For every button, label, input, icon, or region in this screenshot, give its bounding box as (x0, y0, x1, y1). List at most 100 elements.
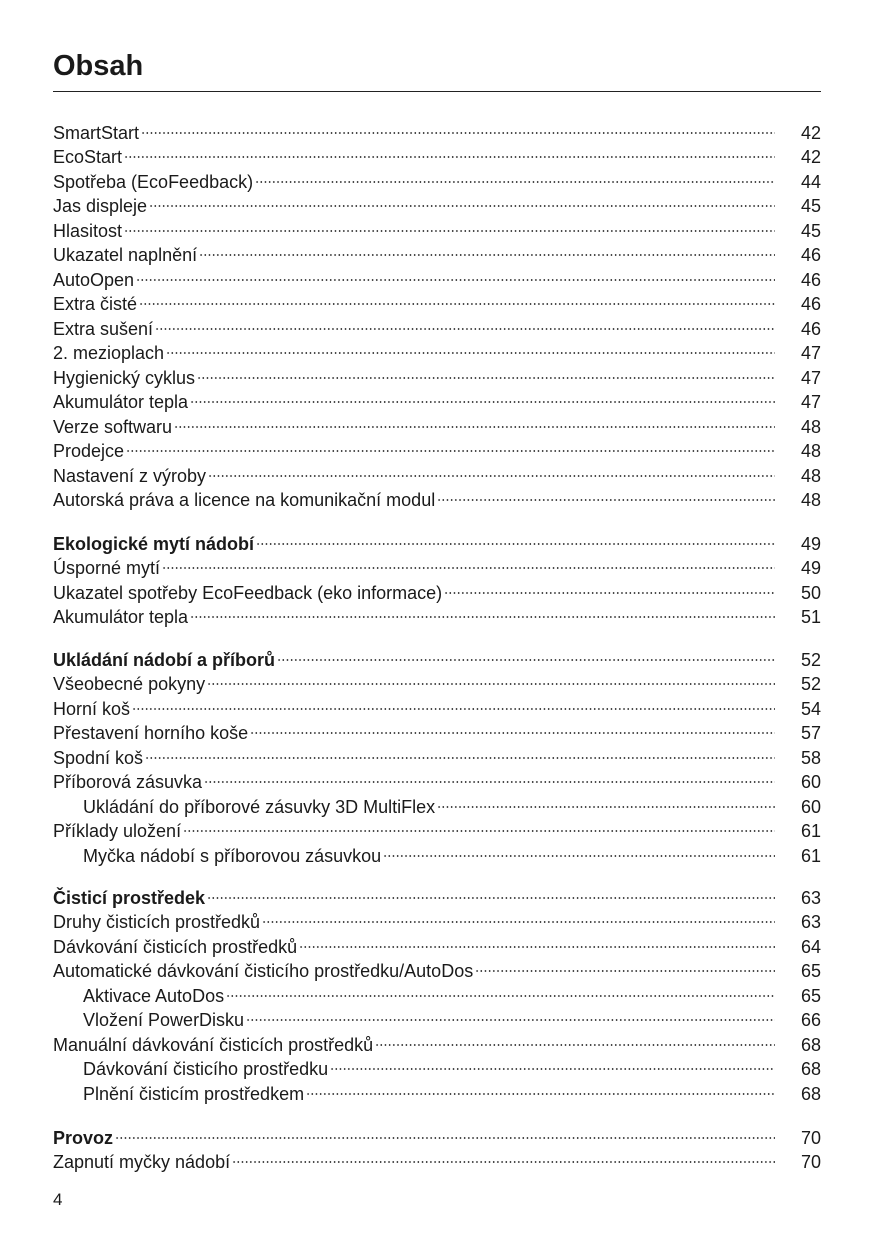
toc-entry-page: 45 (800, 220, 821, 241)
dot-leader (383, 837, 775, 862)
toc-entry-label: Nastavení z výroby (53, 465, 207, 486)
toc-entry-label: Aktivace AutoDos (83, 985, 225, 1006)
toc-entry[interactable]: EcoStart 42 (53, 139, 821, 167)
toc-entry[interactable]: Automatické dávkování čisticího prostřed… (53, 953, 821, 981)
toc-entry[interactable]: Spotřeba (EcoFeedback) 44 (53, 163, 821, 192)
toc-entry-page: 47 (800, 367, 821, 388)
toc-entry-label: Hygienický cyklus (53, 367, 196, 388)
toc-entry[interactable]: Aktivace AutoDos 65 (53, 977, 821, 1006)
dot-leader (256, 525, 775, 550)
dot-leader (208, 457, 775, 482)
toc-entry-label: Manuální dávkování čisticích prostředků (53, 1034, 374, 1055)
dot-leader (475, 953, 775, 978)
toc-entry-page: 46 (800, 318, 821, 339)
toc-entry[interactable]: Přestavení horního koše 57 (53, 715, 821, 743)
toc-entry[interactable]: Extra čisté 46 (53, 286, 821, 314)
toc-entry[interactable]: Dávkování čisticích prostředků 64 (53, 928, 821, 957)
toc-entry[interactable]: Verze softwaru 48 (53, 408, 821, 437)
toc-heading-entry[interactable]: Ukládání nádobí a příborů 52 (53, 641, 821, 670)
toc-entry-page: 49 (800, 533, 821, 554)
toc-entry-label: Spodní koš (53, 747, 144, 768)
toc-entry[interactable]: Ukazatel spotřeby EcoFeedback (eko infor… (53, 574, 821, 603)
dot-leader (199, 237, 775, 262)
toc-entry-label: EcoStart (53, 147, 123, 167)
toc-entry[interactable]: Horní koš 54 (53, 690, 821, 719)
toc-entry-page: 61 (800, 821, 821, 841)
toc-entry[interactable]: AutoOpen 46 (53, 261, 821, 290)
toc-entry-page: 48 (800, 490, 821, 510)
toc-entry-page: 48 (800, 441, 821, 461)
toc-entry-label: Jas displeje (53, 196, 148, 216)
dot-leader (141, 114, 775, 139)
toc-entry-page: 70 (800, 1127, 821, 1148)
toc-entry-label: Plnění čisticím prostředkem (83, 1083, 305, 1104)
toc-section: Ekologické mytí nádobí 49 Úsporné mytí 49 Uk… (53, 525, 821, 628)
toc-entry[interactable]: Všeobecné pokyny 52 (53, 666, 821, 694)
title-divider (53, 91, 821, 92)
dot-leader (139, 286, 775, 311)
toc-entry-page: 68 (800, 1059, 821, 1079)
toc-entry-label: Úsporné mytí (53, 558, 161, 578)
toc-entry-label: SmartStart (53, 122, 140, 143)
toc-entry[interactable]: Manuální dávkování čisticích prostředků 6… (53, 1026, 821, 1055)
toc-entry[interactable]: Příborová zásuvka 60 (53, 764, 821, 792)
dot-leader (330, 1051, 775, 1076)
dot-leader (183, 813, 775, 838)
toc-entry-label: Prodejce (53, 441, 125, 461)
dot-leader (166, 335, 775, 360)
toc-entry[interactable]: Hygienický cyklus 47 (53, 359, 821, 388)
toc-entry[interactable]: Prodejce 48 (53, 433, 821, 461)
toc-heading-entry[interactable]: Provoz 70 (53, 1119, 821, 1148)
toc-entry[interactable]: Zapnutí myčky nádobí 70 (53, 1144, 821, 1172)
dot-leader (375, 1026, 775, 1051)
dot-leader (162, 550, 775, 575)
toc-entry-label: 2. mezioplach (53, 343, 165, 363)
toc-entry[interactable]: Příklady uložení 61 (53, 813, 821, 841)
toc-entry-label: Všeobecné pokyny (53, 674, 206, 694)
dot-leader (124, 212, 775, 237)
dot-leader (174, 408, 775, 433)
toc-entry-label: Příklady uložení (53, 821, 182, 841)
dot-leader (437, 788, 775, 813)
dot-leader (306, 1075, 775, 1100)
toc-entry[interactable]: Hlasitost 45 (53, 212, 821, 241)
toc-entry-page: 50 (800, 582, 821, 603)
toc-entry[interactable]: Extra sušení 46 (53, 310, 821, 339)
toc-entry-page: 54 (800, 698, 821, 719)
toc-entry[interactable]: Myčka nádobí s příborovou zásuvkou 61 (53, 837, 821, 866)
toc-section: Čisticí prostředek 63 Druhy čisticích pros… (53, 879, 821, 1104)
toc-entry[interactable]: Úsporné mytí 49 (53, 550, 821, 578)
toc-entry-page: 60 (800, 772, 821, 792)
toc-entry-page: 46 (800, 245, 821, 265)
toc-entry-label: Extra sušení (53, 318, 154, 339)
toc-entry-page: 66 (800, 1010, 821, 1030)
toc-entry-page: 51 (800, 607, 821, 627)
toc-entry-page: 45 (800, 196, 821, 216)
dot-leader (149, 188, 775, 213)
toc-entry[interactable]: Ukládání do příborové zásuvky 3D MultiFl… (53, 788, 821, 817)
toc-entry[interactable]: Vložení PowerDisku 66 (53, 1002, 821, 1030)
toc-entry[interactable]: 2. mezioplach 47 (53, 335, 821, 363)
toc-heading-entry[interactable]: Čisticí prostředek 63 (53, 879, 821, 908)
toc-entry[interactable]: Druhy čisticích prostředků 63 (53, 904, 821, 932)
toc-entry-page: 48 (800, 465, 821, 486)
toc-entry[interactable]: Akumulátor tepla 47 (53, 384, 821, 412)
toc-entry[interactable]: Dávkování čisticího prostředku 68 (53, 1051, 821, 1079)
toc-entry-page: 44 (800, 171, 821, 192)
toc-entry[interactable]: Akumulátor tepla 51 (53, 599, 821, 627)
dot-leader (145, 739, 775, 764)
toc-entry[interactable]: SmartStart 42 (53, 114, 821, 143)
toc-entry[interactable]: Spodní koš 58 (53, 739, 821, 768)
dot-leader (136, 261, 775, 286)
toc-entry[interactable]: Jas displeje 45 (53, 188, 821, 216)
toc-entry[interactable]: Ukazatel naplnění 46 (53, 237, 821, 265)
toc-entry[interactable]: Autorská práva a licence na komunikační … (53, 482, 821, 510)
toc-entry-label: AutoOpen (53, 269, 135, 290)
toc-entry-page: 65 (800, 985, 821, 1006)
toc-entry[interactable]: Plnění čisticím prostředkem 68 (53, 1075, 821, 1104)
toc-heading-entry[interactable]: Ekologické mytí nádobí 49 (53, 525, 821, 554)
toc-entry-page: 47 (800, 343, 821, 363)
toc-entry-page: 57 (800, 723, 821, 743)
toc-entry[interactable]: Nastavení z výroby 48 (53, 457, 821, 486)
toc-section: SmartStart 42 EcoStart 42 Spotřeba (EcoFeedb… (53, 114, 821, 511)
